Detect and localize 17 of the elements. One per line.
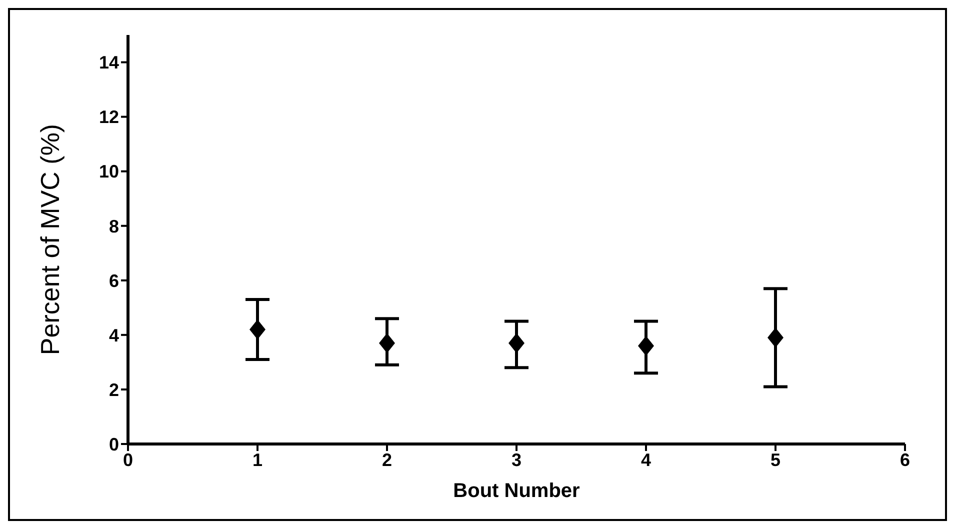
y-tick-label: 2 bbox=[108, 380, 119, 400]
x-tick-label: 4 bbox=[640, 450, 652, 470]
y-tick-label: 8 bbox=[108, 216, 119, 236]
y-tick-label: 4 bbox=[108, 325, 119, 346]
x-tick-label: 3 bbox=[511, 450, 522, 470]
y-axis-title: Percent of MVC (%) bbox=[35, 124, 66, 356]
y-tick-label: 6 bbox=[108, 270, 119, 291]
y-tick-label: 14 bbox=[98, 52, 119, 73]
y-tick-label: 0 bbox=[108, 434, 119, 454]
x-axis-title: Bout Number bbox=[453, 480, 580, 502]
x-tick-label: 6 bbox=[900, 450, 910, 470]
x-tick-label: 0 bbox=[122, 450, 134, 470]
y-tick-label: 12 bbox=[98, 107, 119, 128]
x-tick-label: 1 bbox=[252, 450, 263, 470]
y-tick-label: 10 bbox=[98, 162, 119, 182]
x-tick-label: 2 bbox=[382, 450, 392, 470]
x-tick-label: 5 bbox=[770, 450, 781, 470]
